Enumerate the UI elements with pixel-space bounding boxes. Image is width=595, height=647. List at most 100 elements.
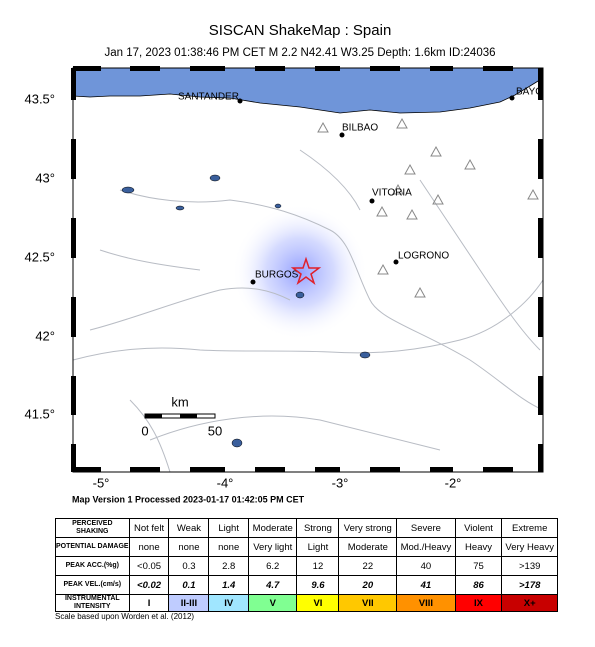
station	[432, 193, 444, 205]
table-cell: Light	[296, 537, 340, 557]
station	[404, 163, 416, 175]
frame-tick	[315, 467, 340, 472]
station	[414, 286, 426, 298]
frame-tick	[190, 66, 225, 71]
station	[527, 188, 539, 200]
table-cell: Not felt	[128, 518, 170, 538]
table-cell: Severe	[396, 518, 456, 538]
row-label: PERCEIVED SHAKING	[55, 518, 130, 538]
lat-label: 43.5°	[24, 91, 55, 106]
city-label: BAYC	[516, 87, 543, 98]
table-row: PEAK VEL.(cm/s) <0.02 0.1 1.4 4.7 9.6 20 41 86 >1…	[55, 575, 558, 595]
table-cell: VIII	[396, 594, 456, 612]
frame-tick	[71, 68, 76, 100]
lat-label: 42°	[35, 328, 55, 343]
table-cell: >139	[501, 556, 558, 576]
station	[406, 208, 418, 220]
table-cell: I	[128, 594, 170, 612]
frame-tick	[130, 467, 160, 472]
frame-ticks	[71, 66, 543, 472]
table-cell: 40	[396, 556, 456, 576]
lat-label: 42.5°	[24, 249, 55, 264]
frame-tick	[538, 297, 543, 337]
table-cell: 2.8	[208, 556, 250, 576]
table-cell: 9.6	[296, 575, 340, 595]
frame-tick	[315, 66, 340, 71]
lat-label: 43°	[35, 170, 55, 185]
station	[377, 263, 389, 275]
frame-tick	[73, 66, 101, 71]
table-cell: Very strong	[338, 518, 398, 538]
frame-tick	[430, 66, 453, 71]
epicenter	[290, 256, 322, 286]
frame-tick	[71, 376, 76, 415]
lon-label: -4°	[217, 475, 234, 490]
frame-tick	[71, 139, 76, 179]
lakes	[121, 174, 371, 448]
frame-tick	[71, 444, 76, 472]
table-cell: Very light	[248, 537, 298, 557]
frame-tick	[430, 467, 453, 472]
city-label: VITORIA	[372, 188, 412, 199]
frame-tick	[130, 66, 160, 71]
frame-tick	[71, 297, 76, 337]
stations	[317, 117, 539, 298]
city-label: BURGOS	[255, 270, 299, 281]
table-cell: 75	[454, 556, 503, 576]
station	[430, 145, 442, 157]
sea	[72, 67, 544, 114]
table-cell: 0.3	[168, 556, 210, 576]
intensity-table: PERCEIVED SHAKING Not felt Weak Light Modera…	[55, 518, 558, 612]
table-cell: II-III	[168, 594, 210, 612]
processed-note: Map Version 1 Processed 2023-01-17 01:42…	[72, 494, 305, 504]
map-frame	[72, 67, 544, 473]
subtitle: Jan 17, 2023 01:38:46 PM CET M 2.2 N42.4…	[104, 47, 495, 59]
table-cell: 4.7	[248, 575, 298, 595]
table-cell: 41	[396, 575, 456, 595]
table-cell: IV	[208, 594, 250, 612]
table-cell: Very Heavy	[501, 537, 558, 557]
frame-tick	[483, 467, 513, 472]
footnote: Scale based upon Worden et al. (2012)	[55, 612, 194, 621]
frame-tick	[483, 66, 513, 71]
lon-label: -3°	[332, 475, 349, 490]
frame-tick	[255, 467, 285, 472]
frame-tick	[538, 68, 543, 100]
table-cell: 6.2	[248, 556, 298, 576]
table-cell: Mod./Heavy	[396, 537, 456, 557]
city-label: BILBAO	[342, 123, 378, 134]
row-label: PEAK ACC.(%g)	[55, 556, 130, 576]
frame-tick	[538, 218, 543, 258]
table-cell: 86	[454, 575, 503, 595]
scale-unit: km	[171, 394, 188, 409]
lat-label: 41.5°	[24, 406, 55, 421]
frame-tick	[370, 467, 400, 472]
table-cell: 20	[338, 575, 398, 595]
table-cell: VII	[338, 594, 398, 612]
lon-label: -2°	[445, 475, 462, 490]
city-dots	[237, 95, 515, 285]
table-cell: 1.4	[208, 575, 250, 595]
station	[396, 117, 408, 129]
table-row: PERCEIVED SHAKING Not felt Weak Light Modera…	[55, 518, 558, 538]
table-cell: >178	[501, 575, 558, 595]
table-cell: Weak	[168, 518, 210, 538]
table-cell: none	[208, 537, 250, 557]
title: SISCAN ShakeMap : Spain	[209, 22, 392, 39]
frame-tick	[538, 444, 543, 472]
table-cell: Moderate	[338, 537, 398, 557]
table-cell: none	[168, 537, 210, 557]
table-cell: Moderate	[248, 518, 298, 538]
table-cell: V	[248, 594, 298, 612]
table-cell: X+	[501, 594, 558, 612]
frame-tick	[73, 467, 101, 472]
scale-bar: km 0 50	[141, 394, 222, 438]
station	[464, 158, 476, 170]
frame-tick	[71, 218, 76, 258]
table-cell: Strong	[296, 518, 340, 538]
table-cell: 12	[296, 556, 340, 576]
row-label: PEAK VEL.(cm/s)	[55, 575, 130, 595]
row-label: INSTRUMENTAL INTENSITY	[55, 594, 130, 612]
